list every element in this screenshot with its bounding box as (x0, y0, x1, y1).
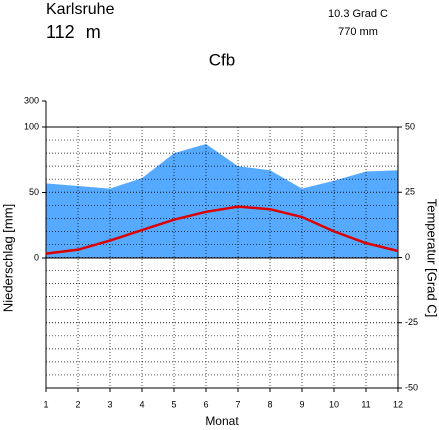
x-tick-label: 6 (203, 399, 208, 409)
y-axis-label: Niederschlag [mm] (0, 204, 15, 312)
station-name: Karlsruhe (46, 1, 115, 18)
station-elevation: 112 m (46, 22, 101, 42)
y2-tick-label: 0 (405, 252, 410, 262)
x-tick-label: 10 (329, 399, 339, 409)
mean-temperature: 10.3 Grad C (328, 8, 388, 20)
x-tick-label: 5 (171, 399, 176, 409)
x-tick-label: 2 (75, 399, 80, 409)
x-tick-label: 7 (235, 399, 240, 409)
x-tick-label: 9 (299, 399, 304, 409)
x-tick-label: 8 (267, 399, 272, 409)
x-tick-label: 1 (43, 399, 48, 409)
y2-tick-label: -50 (405, 382, 418, 392)
x-tick-label: 11 (361, 399, 370, 409)
y-tick-label: 50 (29, 187, 39, 197)
x-axis-label: Monat (205, 414, 239, 428)
temperature-line (45, 205, 399, 255)
x-tick-label: 12 (393, 399, 403, 409)
y-tick-label: 300 (24, 95, 39, 105)
y-tick-label: 0 (34, 252, 39, 262)
y2-tick-label: -25 (405, 317, 418, 327)
x-tick-label: 3 (107, 399, 112, 409)
x-tick-label: 4 (139, 399, 144, 409)
y2-tick-label: 50 (405, 121, 415, 131)
annual-precipitation: 770 mm (338, 26, 378, 38)
y2-axis-label: Temperatur [Grad C] (425, 199, 439, 318)
plot-frame (45, 126, 399, 389)
y2-tick-label: 25 (405, 187, 415, 197)
precipitation-area (46, 144, 398, 258)
y-tick-label: 100 (24, 121, 39, 131)
climate-class: Cfb (209, 50, 235, 69)
